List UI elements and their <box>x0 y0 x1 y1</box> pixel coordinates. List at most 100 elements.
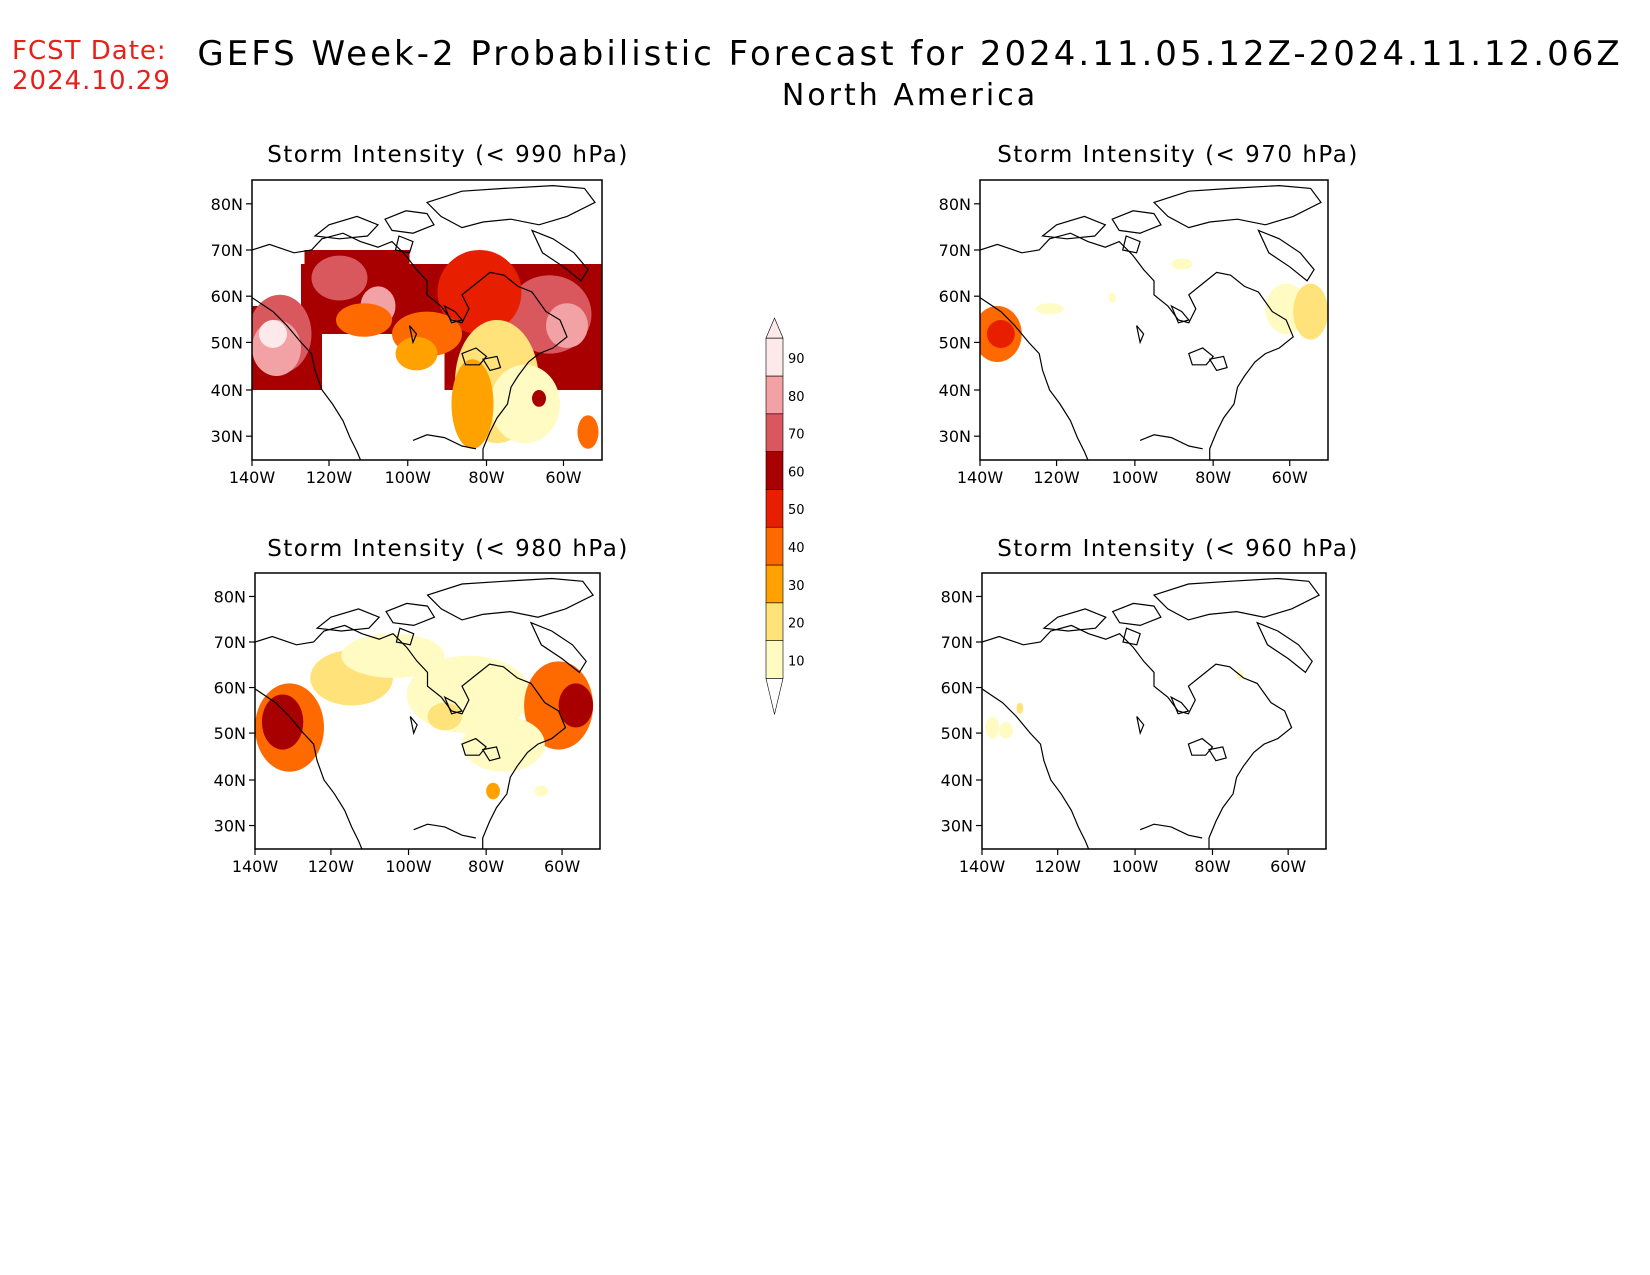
prob-area-10 <box>490 364 560 444</box>
coastline <box>1111 210 1162 234</box>
coastline <box>1041 215 1107 240</box>
prob-area-80 <box>546 303 588 348</box>
colorbar-swatch-10 <box>765 640 784 679</box>
colorbar-label: 20 <box>788 617 805 632</box>
colorbar-swatch-30 <box>765 564 784 604</box>
map-panel-990: 80N 70N 60N 50N 40N 30N 140W 120W 100W 80W 60W <box>211 179 603 487</box>
coastline <box>255 624 567 849</box>
coastline <box>980 232 1294 460</box>
probability-shading <box>980 258 1328 362</box>
colorbar-top-arrow <box>765 317 784 339</box>
coastlines <box>252 184 596 460</box>
prob-area-10 <box>341 633 445 678</box>
prob-area-30 <box>395 336 438 371</box>
colorbar-swatch-90 <box>765 337 784 377</box>
coastline <box>1257 229 1315 282</box>
forecast-date-label: FCST Date: 2024.10.29 <box>12 36 171 96</box>
coastline <box>530 229 589 282</box>
coastline <box>426 577 595 621</box>
lon-tick-label: 120W <box>308 857 355 876</box>
prob-area-10 <box>999 722 1013 739</box>
colorbar-label: 60 <box>788 465 805 480</box>
prob-area-10 <box>1171 258 1193 270</box>
map-frame <box>251 179 603 461</box>
lat-tick-label: 50N <box>211 333 243 352</box>
coastline <box>1122 627 1141 646</box>
lat-tick-label: 40N <box>211 381 243 400</box>
map-panel-980: 80N 70N 60N 50N 40N 30N 140W 120W 100W 80W 60W <box>214 572 601 876</box>
lat-tick-label: 80N <box>941 587 973 606</box>
lat-tick-label: 80N <box>211 195 243 214</box>
coastline <box>461 347 488 366</box>
lat-tick-label: 30N <box>211 427 243 446</box>
map-panel-970: 80N 70N 60N 50N 40N 30N 140W 120W 100W 80W 60W <box>939 179 1329 487</box>
prob-area-10 <box>1108 292 1116 304</box>
prob-area-20 <box>427 702 462 731</box>
coastline <box>394 235 414 254</box>
lat-tick-label: 60N <box>211 287 243 306</box>
lat-tick-label: 80N <box>214 587 246 606</box>
prob-area-20 <box>1016 702 1024 714</box>
lon-tick-label: 60W <box>1270 857 1306 876</box>
lon-tick-label: 140W <box>959 857 1006 876</box>
colorbar-label: 40 <box>788 541 805 556</box>
lon-tick-label: 100W <box>1112 468 1159 487</box>
prob-area-40 <box>577 415 599 449</box>
prob-area-60 <box>553 362 567 379</box>
panel-title-980: Storm Intensity (< 980 hPa) <box>267 536 629 562</box>
prob-area-90 <box>259 320 287 348</box>
coastline <box>252 232 568 460</box>
coastline <box>1042 608 1107 632</box>
coastline <box>384 210 435 234</box>
colorbar-swatch-40 <box>765 526 784 566</box>
prob-area-10 <box>985 716 1000 739</box>
fcst-date-value: 2024.10.29 <box>12 66 171 96</box>
coastline <box>1208 355 1228 372</box>
coastline <box>1256 621 1313 674</box>
coastline <box>1121 235 1141 254</box>
lat-tick-label: 70N <box>939 241 971 260</box>
coastline <box>1152 184 1322 229</box>
lon-tick-label: 80W <box>1195 468 1231 487</box>
colorbar-bottom-arrow <box>765 678 784 715</box>
coastline <box>1187 737 1214 756</box>
region-subtitle: North America <box>781 78 1039 113</box>
colorbar-swatch-60 <box>765 451 784 490</box>
coastline <box>982 688 1090 849</box>
lon-tick-label: 140W <box>232 857 279 876</box>
prob-area-10 <box>1035 303 1064 315</box>
coastline <box>395 627 415 646</box>
fcst-date-caption: FCST Date: <box>12 36 167 66</box>
probability-shading <box>252 250 602 449</box>
colorbar-label: 70 <box>788 428 805 443</box>
coastline <box>1170 304 1190 324</box>
colorbar-swatch-20 <box>765 602 784 641</box>
prob-area-30 <box>451 359 494 449</box>
coastline <box>1136 716 1145 736</box>
coastline <box>1188 347 1215 366</box>
coastlines <box>982 577 1321 849</box>
prob-area-50 <box>437 250 522 334</box>
lat-tick-label: 70N <box>941 633 973 652</box>
coastline <box>1136 325 1145 345</box>
prob-area-50 <box>986 320 1015 348</box>
map-frame <box>981 572 1327 850</box>
colorbar-label: 10 <box>788 654 805 669</box>
prob-area-60 <box>261 694 304 750</box>
lat-tick-label: 70N <box>214 633 246 652</box>
colorbar-label: 90 <box>788 352 805 367</box>
panel-title-970: Storm Intensity (< 970 hPa) <box>997 142 1359 168</box>
prob-area-10 <box>534 785 549 797</box>
lon-tick-label: 140W <box>957 468 1004 487</box>
lat-tick-label: 30N <box>939 427 971 446</box>
map-frame <box>979 179 1329 461</box>
lat-tick-label: 30N <box>214 817 246 836</box>
prob-area-20 <box>1293 283 1328 340</box>
prob-area-10 <box>462 716 545 772</box>
colorbar-swatch-80 <box>765 375 784 415</box>
lon-tick-label: 60W <box>544 857 580 876</box>
colorbar-label: 80 <box>788 390 805 405</box>
lat-tick-label: 50N <box>214 724 246 743</box>
coastline <box>425 184 596 229</box>
